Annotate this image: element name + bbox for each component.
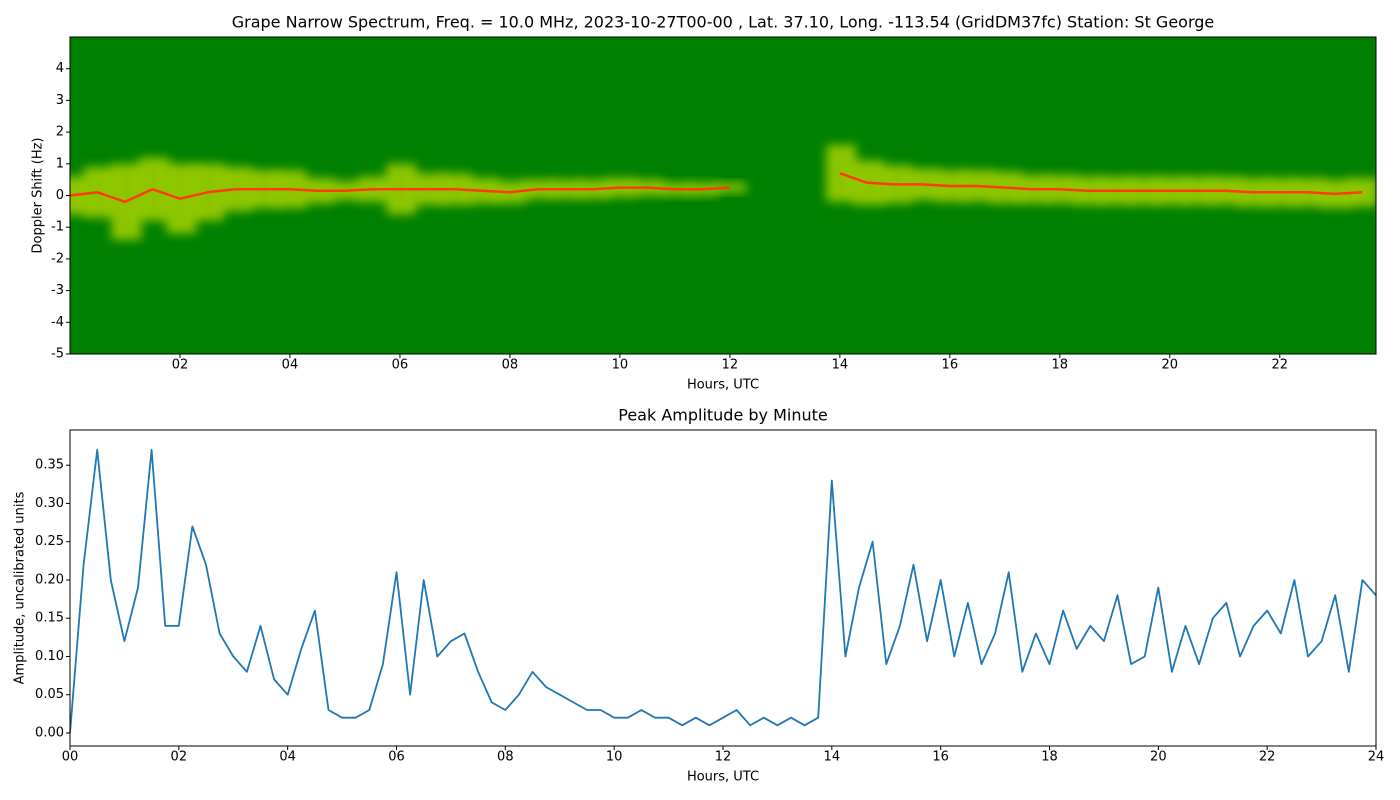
x-tick-label: 08 bbox=[502, 358, 519, 373]
signal-spread bbox=[716, 182, 747, 193]
y-tick-label: 0.30 bbox=[35, 496, 64, 511]
doppler-trace bbox=[839, 172, 1363, 196]
y-tick-label: 0.20 bbox=[35, 572, 64, 587]
y-tick-label: 4 bbox=[56, 61, 64, 76]
x-tick-label: 10 bbox=[606, 750, 623, 765]
x-tick-label: 20 bbox=[1162, 358, 1179, 373]
x-tick-label: 18 bbox=[1041, 750, 1058, 765]
x-tick-label: 02 bbox=[172, 358, 189, 373]
y-tick-label: 3 bbox=[56, 93, 64, 108]
x-tick-label: 08 bbox=[497, 750, 514, 765]
y-tick-label: -4 bbox=[51, 315, 64, 330]
y-tick-label: 0.15 bbox=[35, 611, 64, 626]
y-tick-label: 0.05 bbox=[35, 687, 64, 702]
y-tick-label: -5 bbox=[51, 347, 64, 362]
y-tick-label: 0 bbox=[56, 188, 64, 203]
x-tick-label: 00 bbox=[62, 750, 79, 765]
x-tick-label: 14 bbox=[824, 750, 841, 765]
y-tick-label: 0.00 bbox=[35, 725, 64, 740]
x-axis-label: Hours, UTC bbox=[687, 378, 759, 393]
chart-title: Grape Narrow Spectrum, Freq. = 10.0 MHz,… bbox=[232, 13, 1215, 32]
y-tick-label: 0.35 bbox=[35, 458, 64, 473]
spectrum-layer bbox=[70, 144, 1376, 240]
x-tick-label: 16 bbox=[932, 750, 949, 765]
y-axis-label: Amplitude, uncalibrated units bbox=[13, 491, 28, 684]
x-tick-label: 24 bbox=[1368, 750, 1385, 765]
x-tick-label: 14 bbox=[832, 358, 849, 373]
y-tick-label: -2 bbox=[51, 251, 64, 266]
x-tick-label: 04 bbox=[279, 750, 296, 765]
x-tick-label: 20 bbox=[1150, 750, 1167, 765]
y-tick-label: -3 bbox=[51, 283, 64, 298]
x-tick-label: 16 bbox=[942, 358, 959, 373]
x-tick-label: 22 bbox=[1271, 358, 1288, 373]
x-tick-label: 06 bbox=[392, 358, 409, 373]
plot-frame bbox=[69, 429, 1377, 747]
x-tick-label: 02 bbox=[171, 750, 188, 765]
amplitude-line bbox=[69, 449, 1377, 734]
x-tick-label: 12 bbox=[715, 750, 732, 765]
x-tick-label: 22 bbox=[1259, 750, 1276, 765]
x-tick-label: 10 bbox=[612, 358, 629, 373]
x-axis-label: Hours, UTC bbox=[687, 770, 759, 785]
y-tick-label: 2 bbox=[56, 125, 64, 140]
x-tick-label: 18 bbox=[1052, 358, 1069, 373]
y-tick-label: 1 bbox=[56, 156, 64, 171]
y-tick-label: -1 bbox=[51, 220, 64, 235]
y-tick-label: 0.10 bbox=[35, 649, 64, 664]
x-tick-label: 06 bbox=[388, 750, 405, 765]
x-tick-label: 12 bbox=[722, 358, 739, 373]
x-tick-label: 04 bbox=[282, 358, 299, 373]
doppler-trace bbox=[70, 186, 730, 204]
chart-title: Peak Amplitude by Minute bbox=[618, 406, 828, 425]
y-axis-label: Doppler Shift (Hz) bbox=[31, 138, 46, 254]
y-tick-label: 0.25 bbox=[35, 534, 64, 549]
